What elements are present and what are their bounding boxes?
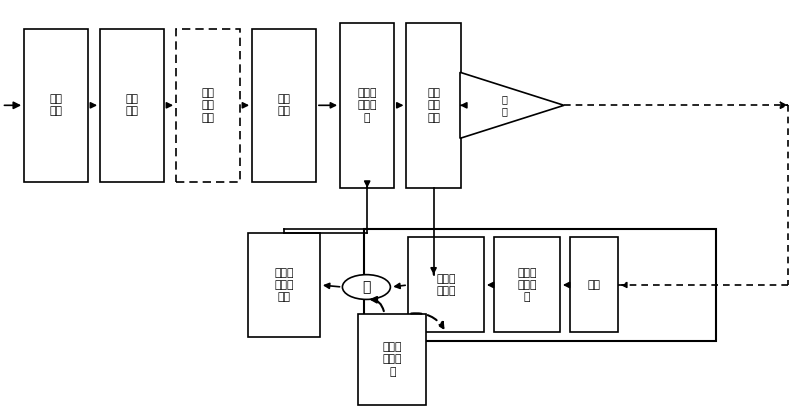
Text: 串并
变换: 串并 变换 bbox=[126, 94, 138, 116]
Polygon shape bbox=[460, 72, 564, 138]
Bar bbox=[252, 29, 316, 182]
Text: 并串
变换: 并串 变换 bbox=[278, 94, 290, 116]
Bar bbox=[176, 29, 240, 182]
Bar bbox=[24, 29, 88, 182]
Text: －: － bbox=[362, 280, 370, 294]
Text: 抽头系
数更新
器: 抽头系 数更新 器 bbox=[382, 342, 402, 377]
Text: 时域查
询表更
新器: 时域查 询表更 新器 bbox=[274, 268, 294, 302]
FancyArrowPatch shape bbox=[411, 313, 443, 328]
Bar bbox=[408, 237, 484, 332]
Bar bbox=[100, 29, 164, 182]
Text: 逆傅
里叶
变换: 逆傅 里叶 变换 bbox=[202, 88, 214, 123]
Bar bbox=[248, 233, 320, 337]
Bar bbox=[494, 237, 560, 332]
Bar bbox=[570, 237, 618, 332]
Text: 自适应
滤波器: 自适应 滤波器 bbox=[436, 274, 456, 296]
Bar bbox=[358, 314, 426, 405]
Bar bbox=[340, 23, 394, 188]
Circle shape bbox=[342, 275, 390, 299]
Bar bbox=[364, 229, 716, 341]
Text: 自适
应滤
波器: 自适 应滤 波器 bbox=[427, 88, 440, 123]
Text: 放
大: 放 大 bbox=[501, 94, 507, 116]
Text: 星座
映射: 星座 映射 bbox=[50, 94, 62, 116]
FancyArrowPatch shape bbox=[371, 297, 384, 311]
Text: 时域信
号修整
器: 时域信 号修整 器 bbox=[518, 268, 537, 302]
Bar bbox=[406, 23, 461, 188]
Text: 衰减: 衰减 bbox=[587, 280, 600, 290]
Text: 时域信
号修整
器: 时域信 号修整 器 bbox=[358, 88, 377, 123]
